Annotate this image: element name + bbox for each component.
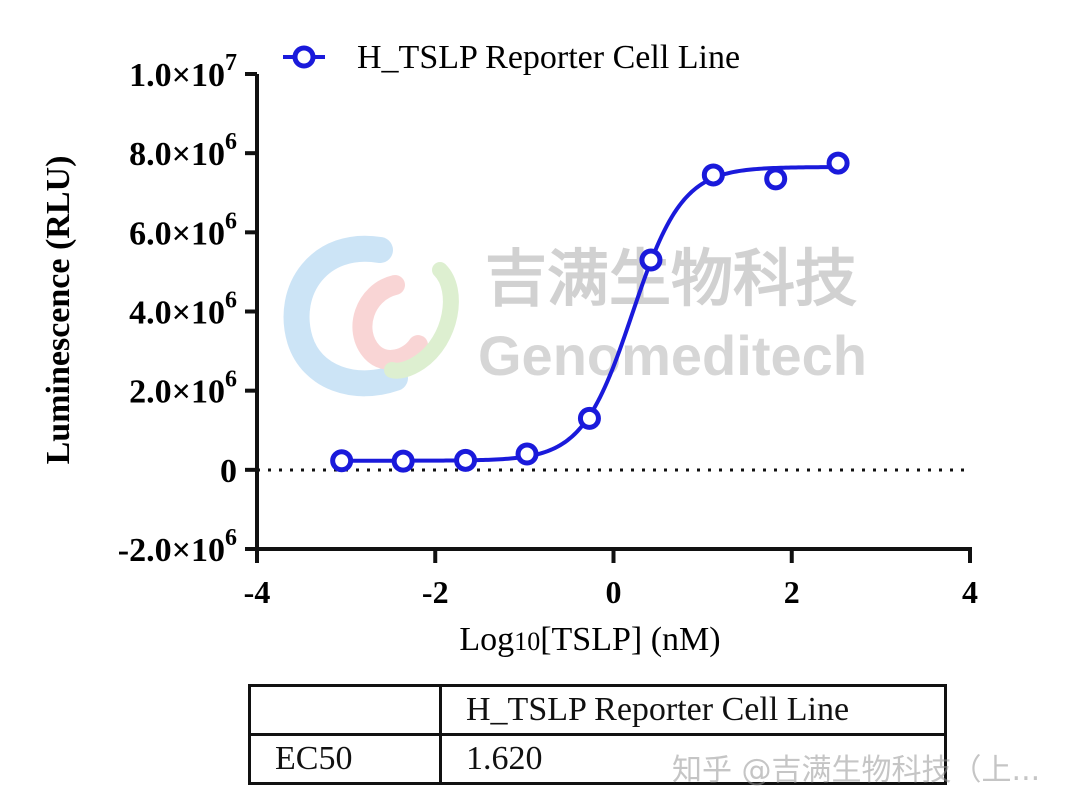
y-tick-label: 2.0×106 bbox=[129, 367, 237, 411]
table-header-empty bbox=[248, 684, 442, 736]
data-point bbox=[577, 406, 601, 430]
x-axis-label-log: Log bbox=[459, 621, 514, 658]
legend: H_TSLP Reporter Cell Line bbox=[283, 39, 740, 76]
y-tick-label: 8.0×106 bbox=[129, 129, 237, 173]
footer-watermark: 知乎 @吉满生物科技（上... bbox=[672, 753, 1041, 788]
y-axis-label: Luminescence (RLU) bbox=[40, 156, 77, 465]
x-tick-label: -2 bbox=[422, 574, 449, 610]
legend-marker bbox=[292, 45, 316, 69]
x-axis-label: Log10[TSLP] (nM) bbox=[459, 621, 720, 658]
y-tick-label: -2.0×106 bbox=[118, 525, 237, 569]
x-axis-label-rest: [TSLP] (nM) bbox=[540, 621, 720, 658]
data-point bbox=[330, 449, 354, 473]
data-point bbox=[639, 248, 663, 272]
legend-label: H_TSLP Reporter Cell Line bbox=[357, 39, 740, 76]
table-header-series: H_TSLP Reporter Cell Line bbox=[439, 684, 947, 736]
data-point bbox=[515, 442, 539, 466]
data-point bbox=[764, 167, 788, 191]
watermark-en: Genomeditech bbox=[478, 324, 867, 387]
table-row: EC50 1.620 bbox=[248, 733, 947, 785]
y-tick-label: 0 bbox=[220, 453, 237, 490]
x-tick-label: 0 bbox=[606, 574, 622, 610]
data-point bbox=[826, 151, 850, 175]
data-point bbox=[391, 449, 415, 473]
y-tick-label: 6.0×106 bbox=[129, 208, 237, 252]
x-tick-label: -4 bbox=[244, 574, 271, 610]
chart: 吉满生物科技 Genomeditech 1.0×107 8.0×106 6.0×10… bbox=[40, 39, 978, 658]
data-point bbox=[454, 448, 478, 472]
table-header-row: H_TSLP Reporter Cell Line bbox=[248, 684, 947, 736]
y-tick-label: 1.0×107 bbox=[129, 50, 237, 94]
ec50-table: H_TSLP Reporter Cell Line EC50 1.620 bbox=[248, 684, 947, 785]
x-ticks: -4 -2 0 2 4 bbox=[244, 549, 978, 610]
series-layer bbox=[330, 151, 850, 473]
y-ticks: 1.0×107 8.0×106 6.0×106 4.0×106 2.0×106 0 -2.0… bbox=[118, 50, 257, 569]
x-tick-label: 2 bbox=[784, 574, 800, 610]
x-tick-label: 4 bbox=[962, 574, 978, 610]
watermark-logo bbox=[283, 235, 459, 397]
table-row-value: 1.620 bbox=[439, 733, 947, 785]
table-row-label: EC50 bbox=[248, 733, 442, 785]
x-axis-label-base: 10 bbox=[514, 627, 540, 656]
y-tick-label: 4.0×106 bbox=[129, 288, 237, 332]
watermark-cn: 吉满生物科技 bbox=[485, 242, 857, 315]
data-point bbox=[701, 163, 725, 187]
